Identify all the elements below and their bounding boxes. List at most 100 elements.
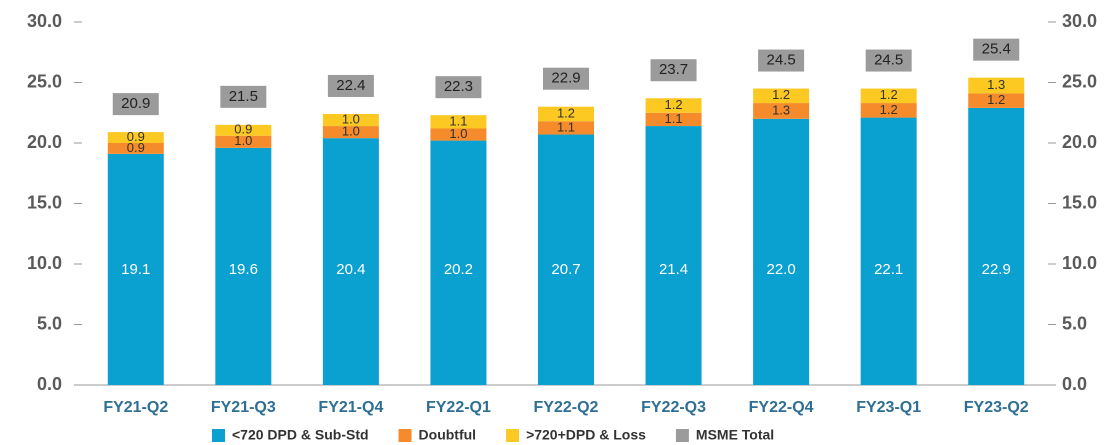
value-label: 1.2 — [772, 87, 790, 102]
value-label: 20.2 — [444, 261, 473, 278]
bar-segment — [107, 132, 164, 143]
value-label: 1.0 — [342, 124, 360, 139]
x-tick-label: FY21-Q4 — [318, 399, 383, 416]
total-box — [865, 49, 912, 72]
value-label: 20.4 — [336, 261, 365, 278]
value-label: 1.0 — [449, 126, 467, 141]
y-tick-label: 0.0 — [37, 374, 62, 394]
y2-tick-label: 20.0 — [1062, 132, 1097, 152]
value-label: 1.0 — [234, 133, 252, 148]
value-label: 19.6 — [229, 261, 258, 278]
bar-segment — [538, 106, 594, 122]
total-box — [112, 93, 159, 116]
total-box — [327, 74, 374, 97]
bar-segment — [645, 126, 702, 385]
total-box — [543, 67, 589, 90]
bar-segment — [322, 113, 379, 127]
bar-segment — [753, 103, 810, 119]
bar-segment — [215, 147, 272, 385]
y2-tick-label: 5.0 — [1062, 313, 1087, 333]
y2-tick-label: 10.0 — [1062, 253, 1097, 273]
value-label: 22.1 — [874, 261, 903, 278]
legend-label: MSME Total — [696, 427, 774, 443]
bar-segment — [430, 115, 487, 129]
bar-segment — [538, 134, 594, 385]
value-label: 1.3 — [987, 77, 1005, 92]
value-label: 1.2 — [987, 92, 1005, 107]
bar-segment — [860, 103, 917, 118]
value-label: 0.9 — [127, 140, 145, 155]
total-label: 20.9 — [121, 95, 150, 112]
total-box — [758, 49, 805, 72]
value-label: 1.2 — [880, 102, 898, 117]
value-label: 0.9 — [127, 129, 145, 144]
total-box — [650, 59, 697, 82]
bar-segment — [753, 118, 810, 386]
y2-tick-label: 25.0 — [1062, 71, 1097, 91]
y-tick-label: 25.0 — [27, 71, 62, 91]
value-label: 22.9 — [982, 261, 1011, 278]
value-label: 1.1 — [665, 111, 683, 126]
legend-swatch — [506, 429, 520, 442]
value-label: 21.4 — [659, 261, 688, 278]
bar-segment — [215, 135, 272, 148]
value-label: 1.0 — [342, 111, 360, 126]
legend-swatch — [398, 429, 412, 442]
value-label: 19.1 — [121, 261, 150, 278]
value-label: 1.1 — [449, 113, 467, 128]
total-box — [435, 76, 482, 99]
bar-segment — [860, 117, 917, 385]
total-label: 25.4 — [982, 41, 1011, 58]
total-label: 23.7 — [659, 61, 688, 78]
bar-segment — [430, 140, 487, 385]
bar-segment — [538, 121, 594, 135]
bar-segment — [860, 88, 917, 104]
x-tick-label: FY21-Q3 — [211, 399, 276, 416]
y-tick-label: 30.0 — [27, 11, 62, 31]
bar-segment — [968, 77, 1025, 94]
total-label: 24.5 — [767, 52, 796, 69]
y2-tick-label: 0.0 — [1062, 374, 1087, 394]
x-tick-label: FY22-Q4 — [749, 399, 814, 416]
bar-segment — [753, 88, 810, 104]
x-tick-label: FY23-Q1 — [856, 399, 921, 416]
total-label: 22.3 — [444, 78, 473, 95]
total-label: 22.4 — [336, 77, 365, 94]
value-label: 0.9 — [234, 122, 252, 137]
legend-label: Doubtful — [419, 427, 477, 443]
legend-label: <720 DPD & Sub-Std — [232, 427, 369, 443]
legend-swatch — [212, 429, 225, 442]
x-tick-label: FY22-Q3 — [641, 399, 706, 416]
bar-segment — [968, 93, 1025, 108]
y-tick-label: 10.0 — [27, 253, 62, 273]
bar-segment — [322, 138, 379, 385]
y-tick-label: 5.0 — [37, 313, 62, 333]
y-tick-label: 20.0 — [27, 132, 62, 152]
value-label: 20.7 — [551, 261, 580, 278]
bar-segment — [645, 98, 702, 113]
legend-swatch — [675, 429, 689, 442]
x-tick-label: FY22-Q1 — [426, 399, 491, 416]
y2-tick-label: 30.0 — [1062, 11, 1097, 31]
bar-segment — [107, 143, 164, 154]
bar-segment — [107, 153, 164, 385]
value-label: 1.2 — [665, 97, 683, 112]
bar-segment — [322, 126, 379, 139]
value-label: 1.3 — [772, 102, 790, 117]
bar-segment — [215, 124, 272, 136]
value-label: 1.2 — [880, 87, 898, 102]
bar-segment — [645, 112, 702, 127]
x-tick-label: FY21-Q2 — [103, 399, 168, 416]
bar-segment — [968, 107, 1025, 385]
y-tick-label: 15.0 — [27, 192, 62, 212]
x-tick-label: FY23-Q2 — [964, 399, 1029, 416]
total-label: 21.5 — [229, 88, 258, 105]
value-label: 1.1 — [557, 119, 575, 134]
total-label: 22.9 — [551, 70, 580, 87]
total-box — [220, 85, 267, 108]
x-tick-label: FY22-Q2 — [534, 399, 599, 416]
y2-tick-label: 15.0 — [1062, 192, 1097, 212]
legend-label: >720+DPD & Loss — [526, 427, 646, 443]
bar-segment — [430, 128, 487, 141]
